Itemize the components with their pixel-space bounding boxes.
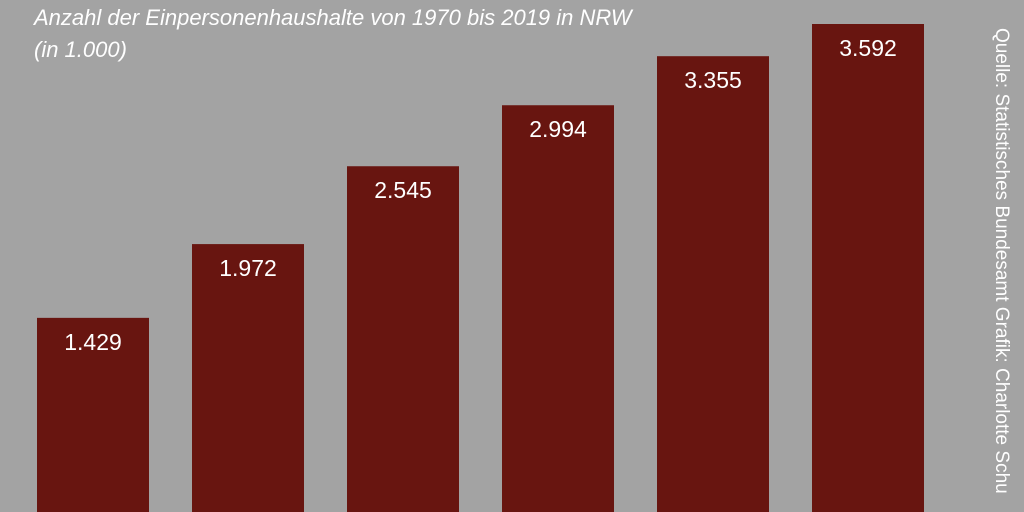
source-note: Quelle: Statistisches Bundesamt Grafik: …	[991, 28, 1012, 494]
bar-value-label: 2.994	[529, 116, 587, 142]
bar-value-label: 3.355	[684, 67, 742, 93]
bar	[192, 244, 304, 512]
bar-value-label: 1.972	[219, 255, 277, 281]
chart-subtitle: (in 1.000)	[34, 37, 127, 62]
bar-value-label: 1.429	[64, 329, 122, 355]
bar	[502, 105, 614, 512]
bar-value-label: 2.545	[374, 177, 432, 203]
bar-value-label: 3.592	[839, 35, 897, 61]
bar	[657, 56, 769, 512]
bar	[347, 166, 459, 512]
bar	[37, 317, 149, 512]
bar	[812, 24, 924, 512]
chart-title-text: Anzahl der Einpersonenhaushalte von 1970…	[34, 5, 632, 30]
chart-title: Anzahl der Einpersonenhaushalte von 1970…	[34, 2, 632, 66]
